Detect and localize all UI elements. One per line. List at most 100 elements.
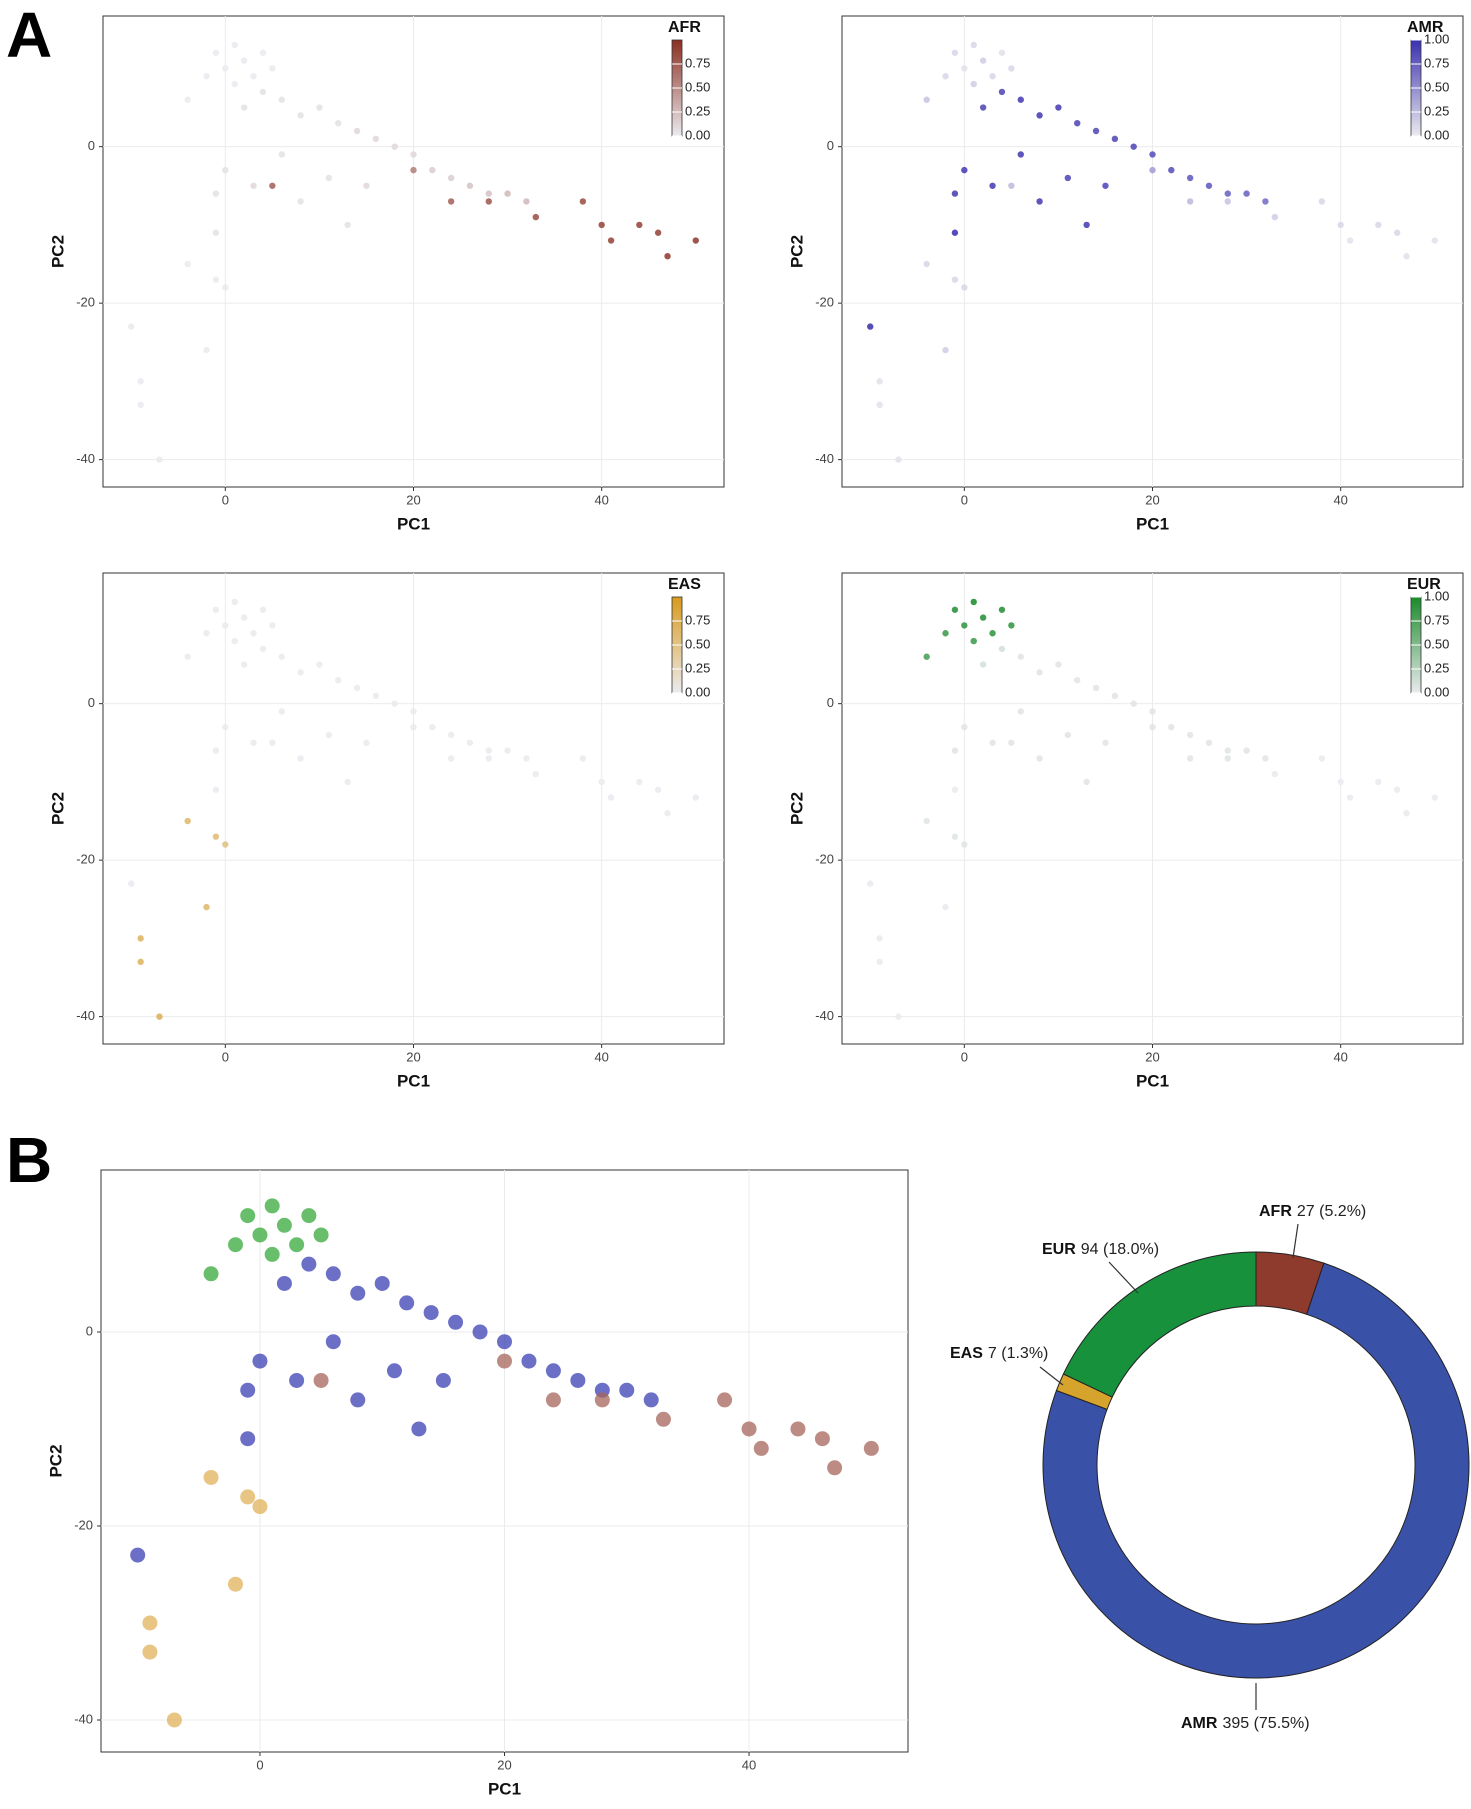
data-point	[1271, 213, 1279, 221]
data-point	[1083, 778, 1090, 786]
data-point	[961, 65, 968, 72]
data-point	[989, 73, 996, 80]
data-point	[212, 276, 220, 283]
data-point	[655, 1411, 671, 1427]
data-point	[1092, 684, 1100, 692]
data-point	[466, 739, 474, 746]
data-point	[411, 1421, 427, 1437]
data-point	[1055, 661, 1062, 668]
data-point	[353, 684, 361, 692]
data-point	[1393, 786, 1401, 793]
data-point	[184, 96, 191, 103]
data-point	[350, 1285, 366, 1301]
data-point	[1149, 708, 1156, 715]
y-axis-title: PC2	[46, 1444, 65, 1477]
data-point	[335, 119, 342, 127]
data-point	[1083, 221, 1090, 229]
data-point	[1186, 198, 1194, 205]
data-point	[827, 1460, 843, 1476]
legend-label: 1.00	[1424, 31, 1449, 46]
data-point	[466, 182, 474, 189]
x-tick-label: 20	[406, 492, 420, 507]
data-point	[447, 755, 455, 762]
data-point	[447, 174, 455, 182]
data-point	[344, 778, 351, 786]
data-point	[386, 1363, 402, 1379]
data-point	[1008, 182, 1015, 189]
data-point	[447, 731, 455, 739]
data-point	[970, 637, 977, 645]
data-point	[951, 786, 959, 793]
data-point	[128, 323, 135, 330]
data-point	[448, 1314, 464, 1330]
x-tick-label: 0	[222, 492, 229, 507]
data-point	[1346, 794, 1354, 801]
data-point	[1064, 174, 1072, 182]
data-point	[1346, 237, 1354, 244]
x-tick-label: 0	[222, 1049, 229, 1064]
data-point	[203, 630, 210, 637]
data-point	[1008, 65, 1015, 72]
data-point	[989, 182, 996, 189]
data-point	[664, 252, 671, 260]
data-point	[1186, 755, 1194, 762]
data-point	[472, 1324, 488, 1340]
data-point	[212, 833, 220, 840]
data-point	[240, 1489, 256, 1505]
y-axis-title: PC2	[787, 235, 806, 268]
data-point	[970, 598, 977, 606]
data-point	[259, 645, 267, 653]
x-tick-label: 20	[1145, 492, 1159, 507]
data-point	[1243, 747, 1250, 754]
data-point	[259, 606, 267, 613]
legend-label: 0.75	[1424, 612, 1449, 627]
data-point	[485, 190, 492, 197]
legend-label: 0.75	[685, 55, 710, 70]
data-point	[240, 614, 248, 621]
slice-value: 94 (18.0%)	[1081, 1241, 1159, 1258]
data-point	[231, 41, 238, 49]
y-tick-label: -40	[815, 1008, 834, 1023]
data-point	[570, 1372, 586, 1388]
data-point	[636, 221, 643, 229]
y-tick-label: -40	[815, 451, 834, 466]
legend-label: 0.50	[1424, 636, 1449, 651]
data-point	[250, 73, 257, 80]
data-point	[1149, 166, 1156, 174]
data-point	[203, 1469, 219, 1485]
y-tick-label: 0	[88, 695, 95, 710]
legend-label: 0.00	[685, 127, 710, 142]
data-point	[1243, 190, 1250, 197]
data-point	[410, 151, 417, 158]
data-point	[410, 723, 417, 731]
data-point	[1008, 622, 1015, 629]
data-point	[363, 182, 370, 189]
data-point	[594, 1392, 610, 1408]
data-point	[1375, 221, 1382, 229]
data-point	[1017, 653, 1024, 660]
data-point	[130, 1547, 146, 1563]
data-point	[485, 747, 492, 754]
data-point	[240, 104, 248, 111]
data-point	[579, 198, 587, 205]
x-axis-title: PC1	[1136, 514, 1169, 533]
data-point	[1111, 692, 1119, 700]
data-point	[137, 958, 144, 966]
data-point	[1130, 143, 1137, 150]
data-point	[313, 1227, 329, 1243]
data-point	[951, 49, 959, 56]
data-point	[240, 1208, 256, 1224]
data-point	[998, 606, 1006, 613]
y-tick-label: -40	[76, 1008, 95, 1023]
data-point	[276, 1275, 292, 1291]
data-point	[814, 1431, 830, 1447]
slice-category: EUR	[1042, 1241, 1076, 1258]
data-point	[184, 260, 191, 268]
data-point	[203, 346, 210, 354]
data-point	[240, 1431, 256, 1447]
data-point	[203, 903, 210, 911]
data-point	[1102, 182, 1109, 189]
data-point	[212, 606, 220, 613]
data-point	[1262, 755, 1269, 762]
legend-label: 0.50	[1424, 79, 1449, 94]
